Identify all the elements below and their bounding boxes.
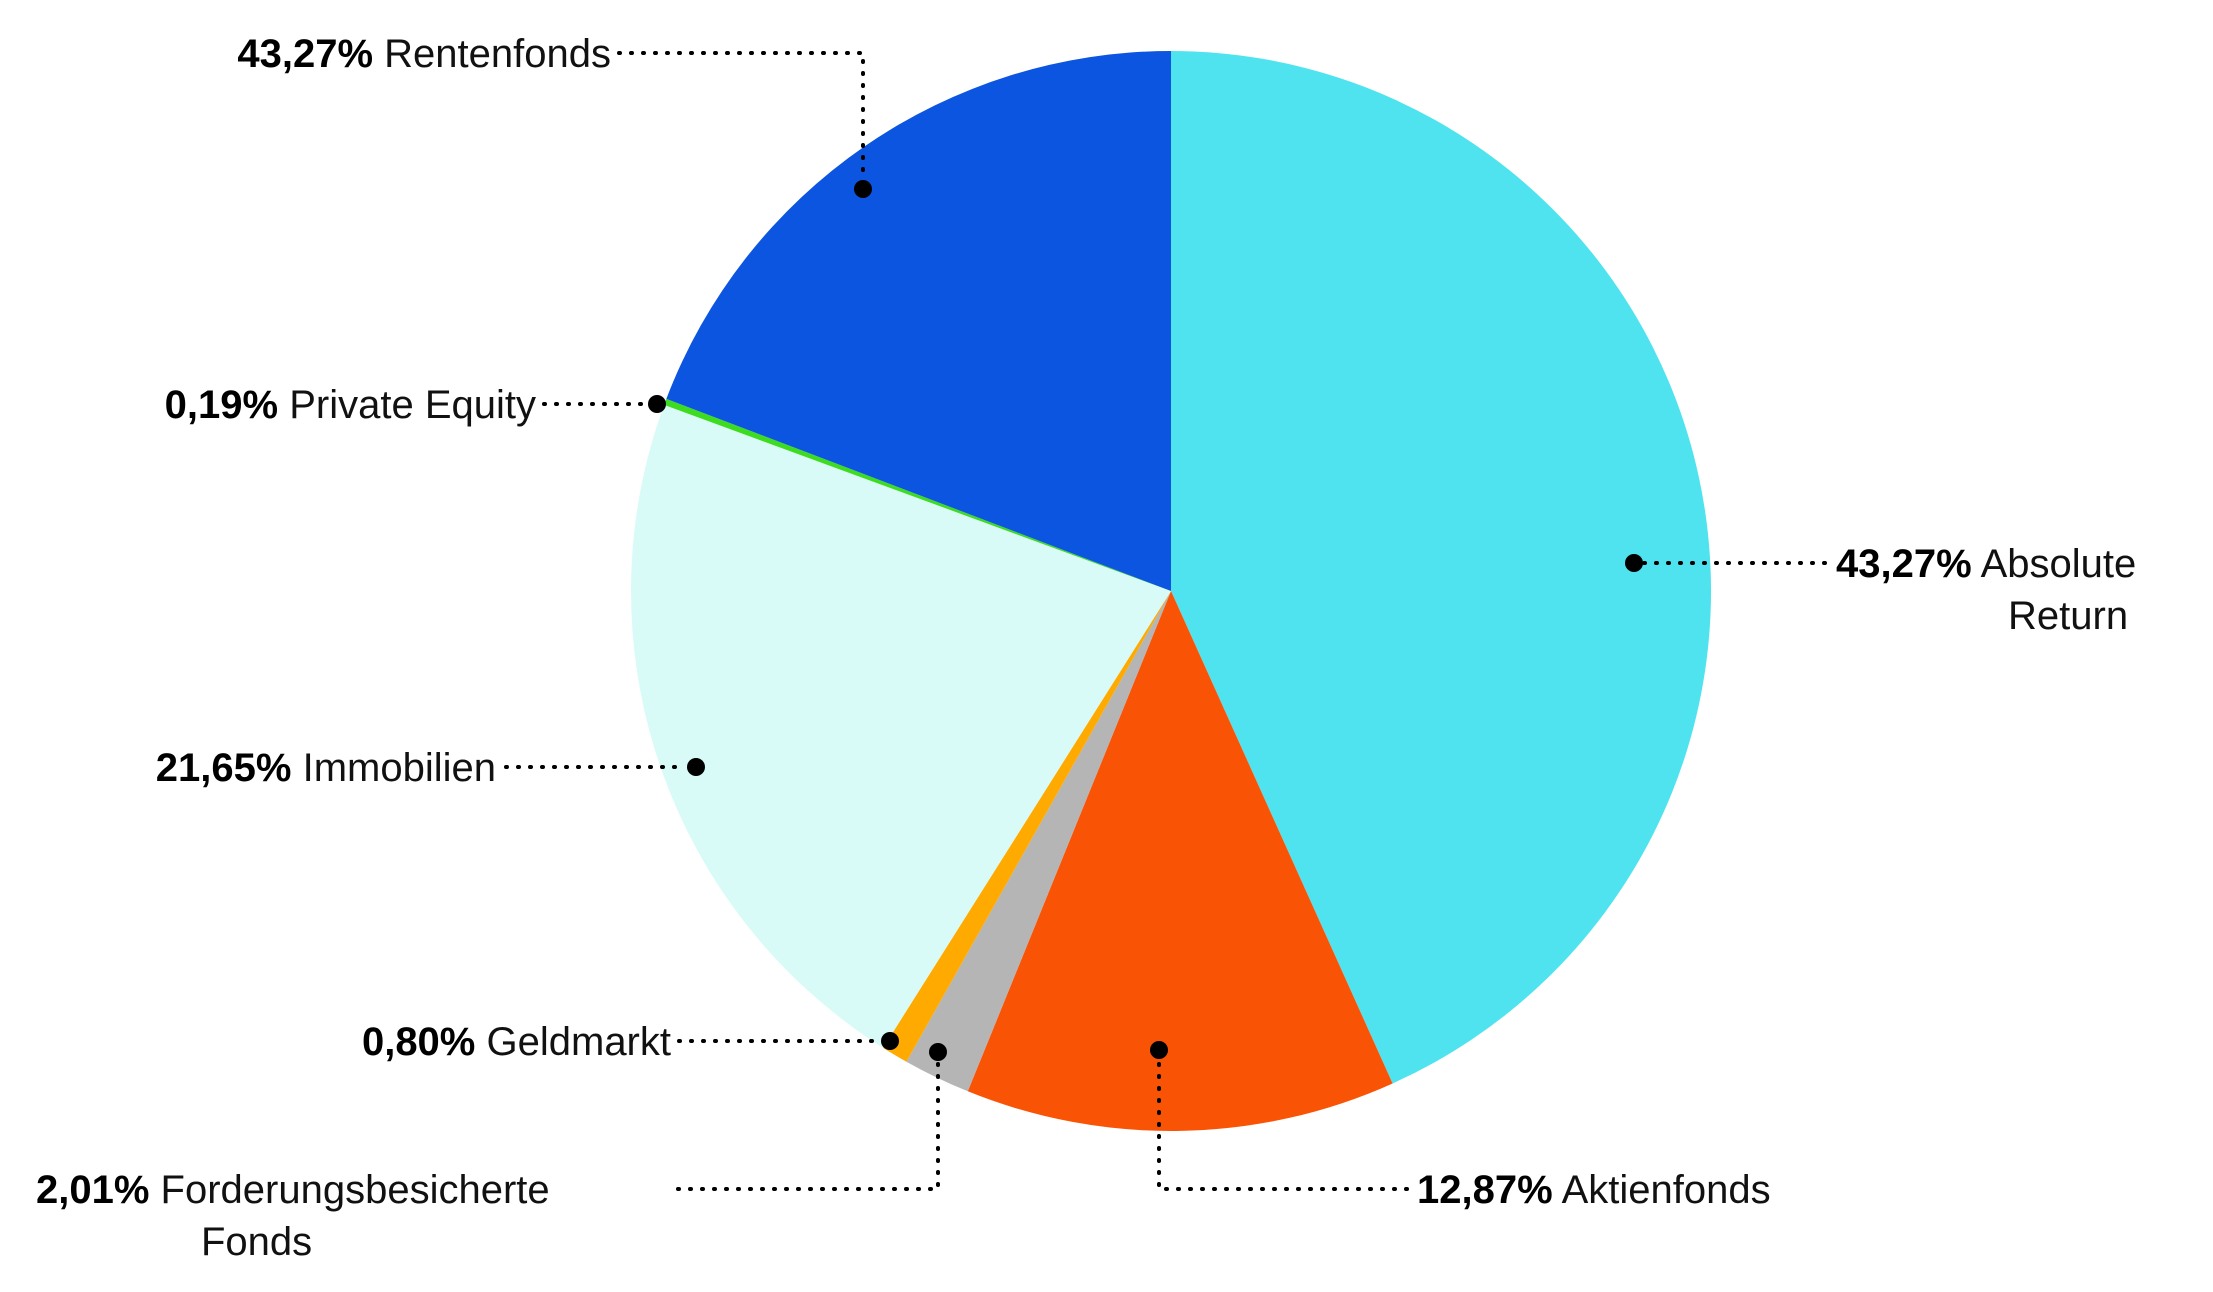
- pie-slice-private-equity: [664, 398, 1171, 591]
- dot-absolute-return: [1625, 554, 1643, 572]
- callout-rentenfonds-percent: 43,27%: [237, 32, 374, 76]
- dot-immobilien: [687, 758, 705, 776]
- callout-immobilien-percent: 21,65%: [155, 746, 292, 790]
- callout-immobilien: 21,65% Immobilien: [156, 742, 496, 794]
- callout-private-equity: 0,19% Private Equity: [165, 379, 536, 431]
- leader-dots: [648, 180, 1643, 1061]
- pie-slice-aktienfonds: [967, 591, 1393, 1132]
- callout-rentenfonds: 43,27% Rentenfonds: [237, 28, 611, 80]
- callout-aktienfonds-percent: 12,87%: [1417, 1168, 1553, 1212]
- pie-slice-immobilien: [630, 404, 1171, 1048]
- callout-absolute-return: 43,27% Absolute Return: [1836, 538, 2136, 642]
- callout-forderungsbesicherte-fonds-percent: 2,01%: [36, 1168, 150, 1212]
- leader-line-forderungsbesicherte-fonds: [676, 1059, 940, 1191]
- leader-lines: [504, 51, 1828, 1191]
- pie-slice-forderungsbesicherte-fonds: [906, 591, 1171, 1092]
- pie-slices: [630, 51, 1712, 1132]
- pie-slice-rentenfonds: [666, 51, 1171, 591]
- callout-geldmarkt-label: Geldmarkt: [486, 1020, 672, 1064]
- dot-rentenfonds: [854, 180, 872, 198]
- callout-immobilien-label: Immobilien: [302, 746, 496, 790]
- callout-private-equity-percent: 0,19%: [164, 383, 279, 427]
- callout-private-equity-label: Private Equity: [289, 383, 536, 427]
- callout-absolute-return-label2: Return: [2008, 594, 2129, 638]
- callout-geldmarkt: 0,80% Geldmarkt: [362, 1016, 671, 1068]
- dot-geldmarkt: [881, 1032, 899, 1050]
- leader-line-aktienfonds: [1157, 1058, 1409, 1191]
- callout-forderungsbesicherte-fonds-line1: 2,01% Forderungsbesicherte: [36, 1164, 550, 1216]
- leader-line-rentenfonds: [617, 51, 865, 182]
- dot-forderungsbesicherte-fonds: [929, 1043, 947, 1061]
- callout-absolute-return-line1: 43,27% Absolute: [1836, 538, 2136, 590]
- callout-forderungsbesicherte-fonds-line2: Fonds: [36, 1216, 550, 1268]
- callout-aktienfonds-label: Aktienfonds: [1561, 1168, 1771, 1212]
- callout-absolute-return-percent: 43,27%: [1836, 542, 1972, 586]
- callout-absolute-return-label1: Absolute: [1980, 542, 2137, 586]
- callout-aktienfonds: 12,87% Aktienfonds: [1417, 1164, 1771, 1216]
- callout-rentenfonds-label: Rentenfonds: [384, 32, 611, 76]
- dot-private-equity: [648, 395, 666, 413]
- pie-slice-geldmarkt: [883, 591, 1171, 1062]
- callout-absolute-return-line2: Return: [1836, 590, 2136, 642]
- callout-forderungsbesicherte-fonds: 2,01% Forderungsbesicherte Fonds: [36, 1164, 550, 1268]
- callout-forderungsbesicherte-fonds-label2: Fonds: [201, 1220, 313, 1264]
- pie-slice-absolute-return: [1171, 51, 1712, 1084]
- dot-aktienfonds: [1150, 1041, 1168, 1059]
- callout-geldmarkt-percent: 0,80%: [361, 1020, 476, 1064]
- callout-forderungsbesicherte-fonds-label1: Forderungsbesicherte: [160, 1168, 550, 1212]
